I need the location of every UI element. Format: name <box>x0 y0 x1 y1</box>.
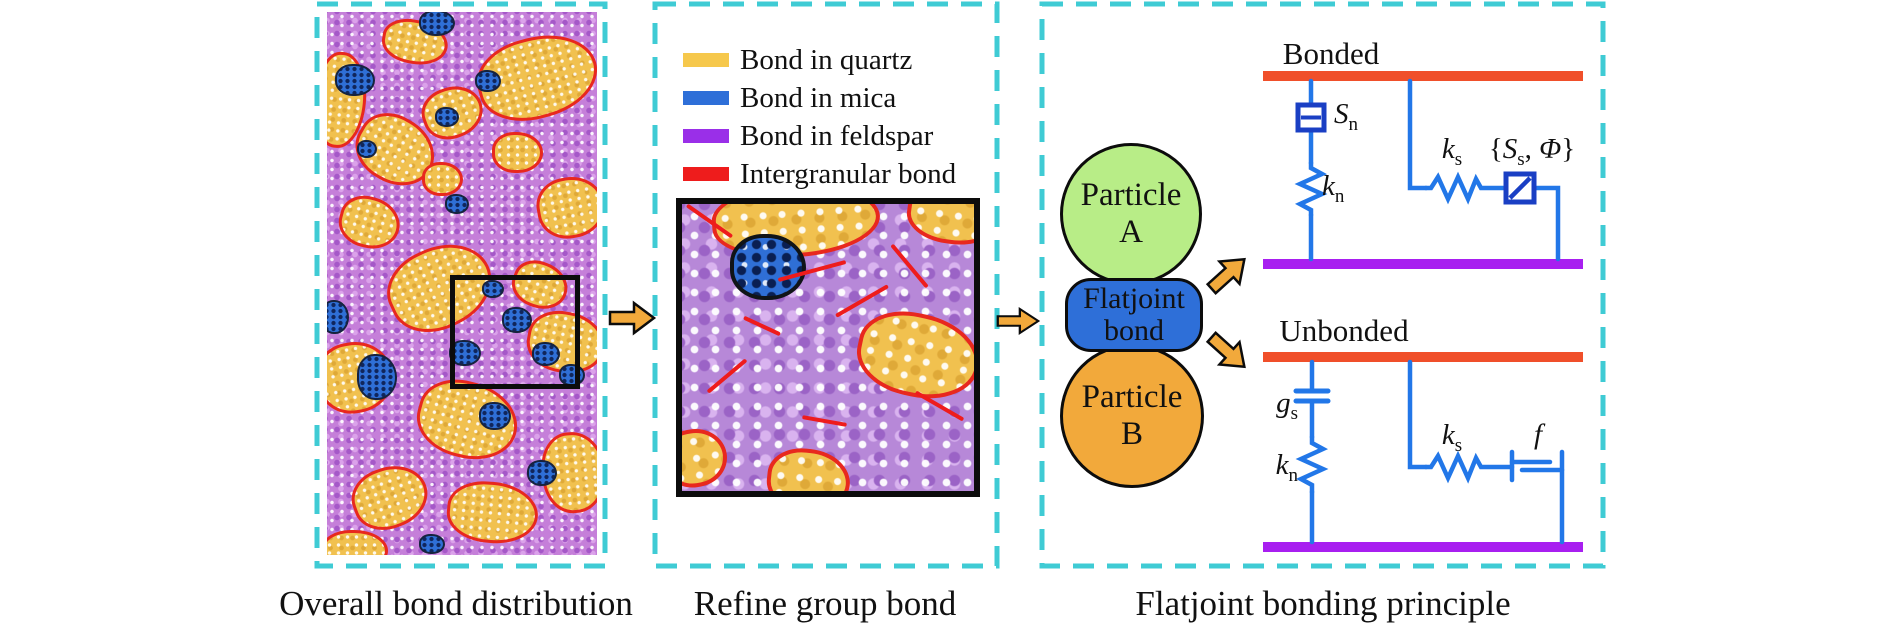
quartz-region <box>492 132 543 173</box>
right-panel-caption: Flatjoint bonding principle <box>1135 584 1511 623</box>
mica-region <box>479 402 511 430</box>
label-shear-spring-ks: ks <box>1441 133 1463 170</box>
flatjoint-bond-box: Flatjoint bond <box>1065 278 1203 352</box>
left-panel-border <box>314 1 608 569</box>
left-panel-caption: Overall bond distribution <box>279 584 633 623</box>
bonded-shear-spring <box>1423 171 1509 205</box>
intergranular-bond-line <box>801 415 848 427</box>
label-normal-spring-kn: kn <box>1322 170 1345 207</box>
intergranular-bond-line <box>743 315 781 337</box>
quartz-color-swatch <box>683 53 729 67</box>
mica-region <box>527 460 557 486</box>
legend-item-feldspar: Bond in feldspar <box>683 117 933 155</box>
mica-region <box>419 534 445 554</box>
quartz-region <box>333 189 406 256</box>
unbonded-title: Unbonded <box>1279 313 1409 348</box>
quartz-region <box>343 455 437 540</box>
middle-panel-caption: Refine group bond <box>693 584 957 623</box>
unbonded-top-plate <box>1263 352 1583 362</box>
mica-region <box>730 234 806 300</box>
label-gap-gs: gs <box>1276 387 1298 424</box>
flatjoint-label-line2: bond <box>1104 314 1164 347</box>
label-unbonded-normal-spring-kn: kn <box>1275 449 1298 486</box>
unbonded-normal-spring <box>1295 434 1329 495</box>
bonded-normal-spring <box>1294 160 1328 218</box>
legend-label: Bond in mica <box>740 81 897 114</box>
quartz-region <box>327 530 388 555</box>
label-friction-f: f <box>1533 418 1543 451</box>
intergranular-bond-line <box>890 243 929 289</box>
particle-b-label-line2: B <box>1120 416 1143 452</box>
quartz-region <box>532 171 597 244</box>
legend-label: Bond in feldspar <box>740 119 934 152</box>
right-panel-border <box>1039 1 1606 569</box>
feldspar-color-swatch <box>683 129 729 143</box>
flatjoint-label-line1: Flatjoint <box>1083 281 1185 315</box>
particle-a-label-line1: Particle <box>1080 177 1182 214</box>
zoom-region-box <box>450 275 580 389</box>
bonded-shear-strength-slash <box>1508 176 1532 200</box>
legend-item-intergranular: Intergranular bond <box>683 155 956 193</box>
intergranular-bond-line <box>835 284 889 318</box>
label-unbonded-shear-spring-ks: ks <box>1441 419 1463 456</box>
flow-arrow-to-unbonded-icon <box>1200 324 1256 380</box>
legend-label: Bond in quartz <box>740 43 913 76</box>
flow-arrow-to-bonded-icon <box>1200 246 1256 302</box>
mica-region <box>357 140 377 158</box>
legend-label: Intergranular bond <box>740 157 957 190</box>
bonded-shear-branch <box>1407 78 1561 262</box>
particle-b-label-line1: Particle <box>1081 379 1183 416</box>
middle-panel-border <box>652 1 1000 569</box>
intergranular-color-swatch <box>683 167 729 181</box>
bonded-bottom-plate <box>1263 259 1583 269</box>
mica-color-swatch <box>683 91 729 105</box>
overall-bond-distribution-image <box>327 12 597 555</box>
unbonded-normal-branch <box>1293 359 1331 545</box>
legend-item-mica: Bond in mica <box>683 79 896 117</box>
bonded-title: Bonded <box>1282 36 1380 71</box>
unbonded-bottom-plate <box>1263 542 1583 552</box>
mica-region <box>482 280 504 298</box>
mica-region <box>502 307 532 333</box>
quartz-region <box>682 423 732 491</box>
unbonded-shear-spring <box>1423 450 1515 484</box>
legend-item-quartz: Bond in quartz <box>683 41 912 79</box>
quartz-region <box>763 444 854 491</box>
particle-a: Particle A <box>1060 143 1202 285</box>
bonded-top-plate <box>1263 71 1583 81</box>
flow-arrow-left-to-middle-icon <box>608 301 656 335</box>
mica-region <box>357 354 397 400</box>
mica-region <box>335 64 375 96</box>
mica-region <box>532 342 560 366</box>
mica-region <box>445 194 469 214</box>
label-normal-strength-sn: Sn <box>1334 98 1358 135</box>
mica-region <box>435 107 459 127</box>
label-shear-strength-ss-phi: {Ss, Φ} <box>1488 133 1576 170</box>
particle-b: Particle B <box>1060 344 1204 488</box>
intergranular-bond-line <box>706 358 748 394</box>
bonded-normal-branch <box>1294 78 1328 262</box>
quartz-region <box>903 204 974 251</box>
mica-region <box>475 70 501 92</box>
quartz-region <box>422 162 463 196</box>
mica-region <box>327 300 349 334</box>
quartz-region <box>444 478 541 547</box>
unbonded-shear-branch <box>1407 359 1565 545</box>
particle-a-label-line2: A <box>1119 214 1143 250</box>
refined-bond-image <box>676 198 980 497</box>
mica-region <box>419 12 455 36</box>
flow-arrow-middle-to-right-icon <box>996 307 1040 335</box>
